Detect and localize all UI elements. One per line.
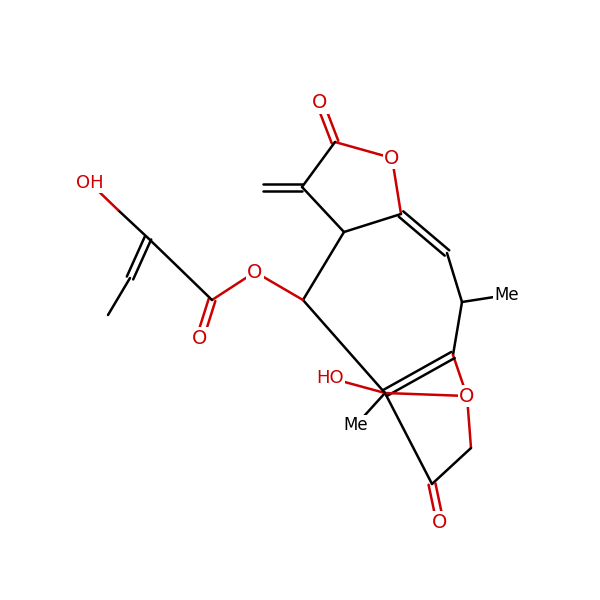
Text: O: O [247, 263, 263, 281]
Text: O: O [313, 94, 328, 113]
Text: O: O [433, 512, 448, 532]
Text: Me: Me [494, 286, 520, 304]
Text: O: O [385, 148, 400, 167]
Text: OH: OH [76, 174, 104, 192]
Text: O: O [460, 386, 475, 406]
Text: O: O [193, 329, 208, 347]
Text: HO: HO [316, 369, 344, 387]
Text: Me: Me [344, 416, 368, 434]
